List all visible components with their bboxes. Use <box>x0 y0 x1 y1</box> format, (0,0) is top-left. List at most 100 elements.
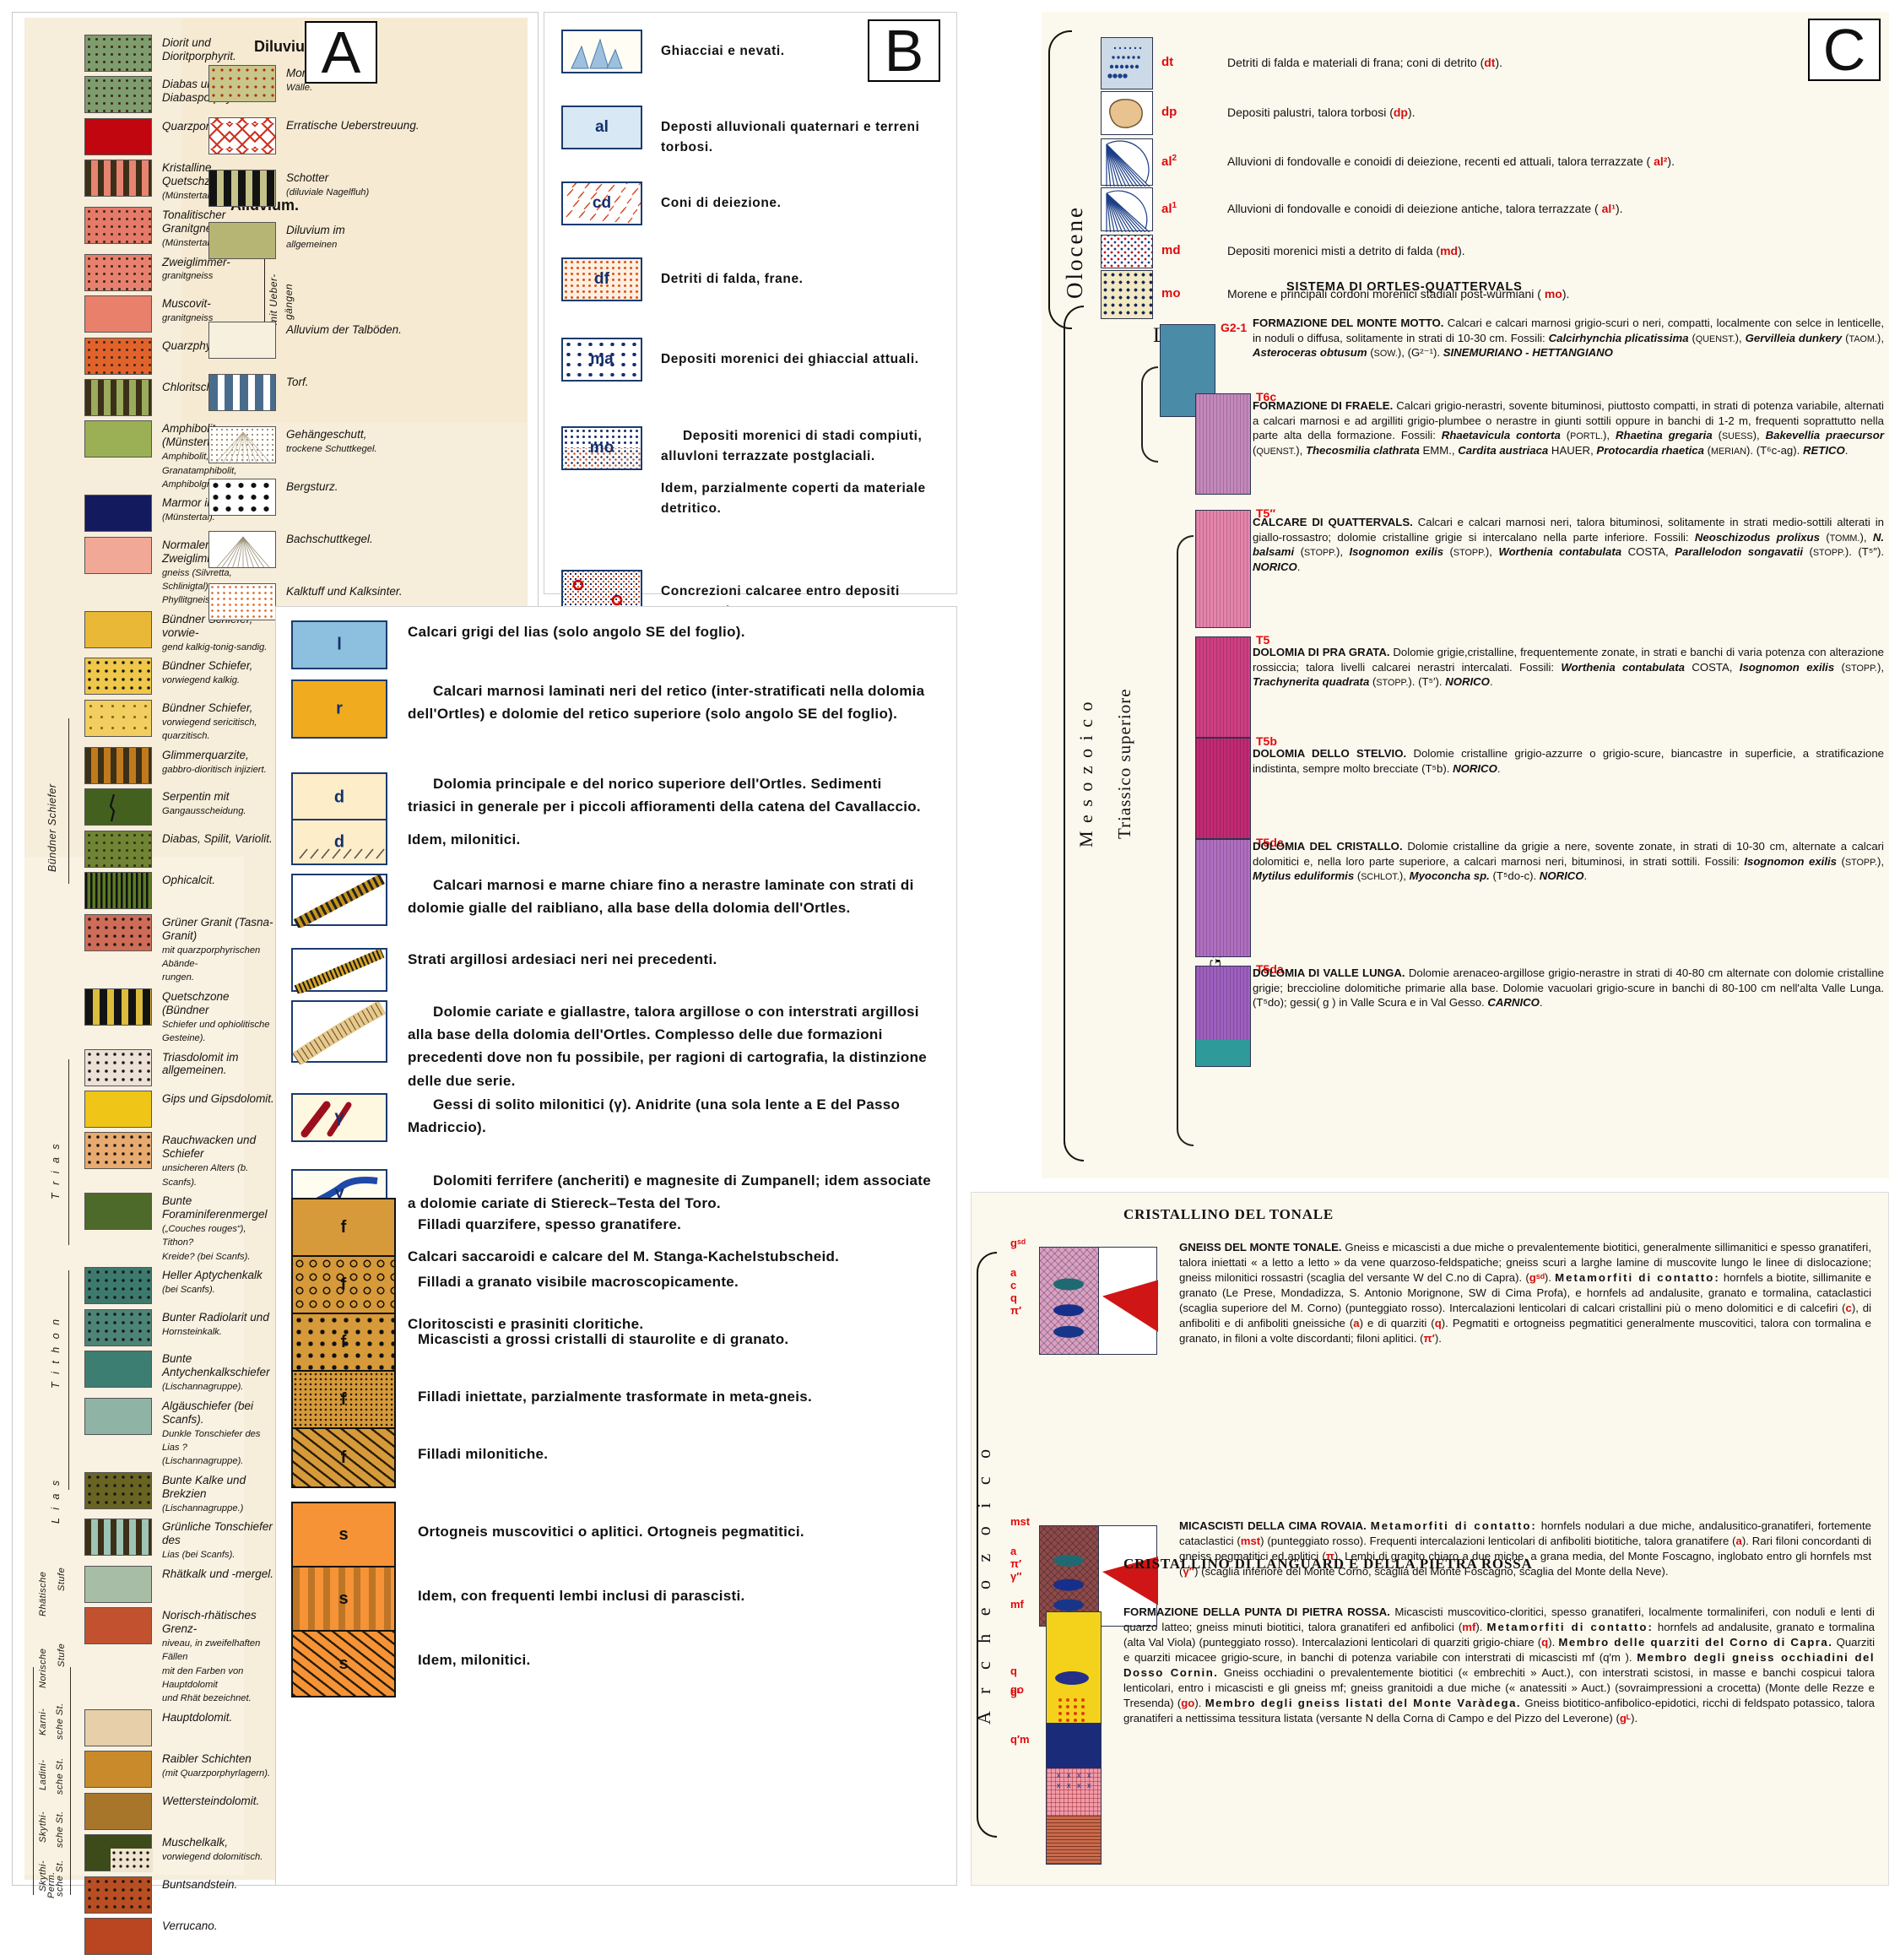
legend-item-b: df Detriti di falda, frane. <box>561 257 950 301</box>
legend-item-a-right-row: Torf. <box>208 374 479 411</box>
legend-item-b2: y Dolomiti ferrifere (ancheriti) e magnes… <box>291 1169 950 1218</box>
crystalline-codes: gˢᵈ a c q π′ <box>1010 1237 1039 1317</box>
olocene-code: md <box>1161 243 1181 257</box>
heading-sistema: SISTEMA DI ORTLES-QUATTERVALS <box>1286 280 1523 294</box>
olocene-label: Depositi palustri, talora torbosi (dp). <box>1227 106 1416 119</box>
legend-item-a-right-swatch <box>208 117 276 154</box>
legend-item-a-right-label: Diluvium im allgemeinen <box>286 224 345 250</box>
meso-entry: CALCARE DI QUATTERVALS. Calcari e calcar… <box>1253 515 1884 574</box>
legend-item-a-left-swatch <box>84 988 152 1026</box>
legend-item-a-left-label: Raibler Schichten (mit Quarzporphyrlagern… <box>162 1752 271 1779</box>
legend-item-a-left-row: Grünliche Tonschiefer des Lias (bei Scanf… <box>84 1519 279 1561</box>
legend-item-a-left-swatch <box>84 1751 152 1789</box>
legend-item-a-left-swatch <box>84 788 152 826</box>
legend-item-a-left-row: Diorit und Dioritporphyrit. <box>84 35 279 72</box>
languard-sub3-body: Gneiss biotitico-anfibolico-epidotici, r… <box>1123 1696 1876 1724</box>
meso-body: Dolomie arenaceo-argillose grigio-nerast… <box>1253 966 1884 1010</box>
legend-label-b2: Calcari saccaroidi e calcare del M. Stan… <box>408 1248 840 1264</box>
legend-item-a-left-swatch <box>84 1267 152 1305</box>
legend-swatch-b: mo <box>561 426 642 470</box>
legend-item-a-left-label: Bündner Schiefer, vorwiegend sericitisch,… <box>162 701 257 742</box>
panel-a-right-column: Moränen.Wälle. Erratische Ueberstreuung. S… <box>208 65 479 636</box>
legend-item-a-left-row: Grüner Granit (Tasna-Granit) mit quarzpor… <box>84 913 279 984</box>
group-label-rhaetische-stufe: Stufe <box>57 1567 67 1591</box>
legend-swatch-b2 <box>291 948 387 994</box>
languard-code: q <box>1010 1665 1017 1677</box>
legend-item-a-left-swatch <box>84 830 152 868</box>
legend-item-a-left-swatch <box>84 1090 152 1128</box>
era-label-mesozoico: M e s o z o i c o <box>1075 700 1096 847</box>
legend-item-a-right-row: Erratische Ueberstreuung. <box>208 117 479 154</box>
crystalline-body: Metamorfiti di contatto: hornfels nodula… <box>1179 1519 1871 1578</box>
meso-code: G2-1 <box>1221 321 1248 334</box>
ortogneis-code: s <box>338 1654 349 1673</box>
legend-item-a-left-row: Muschelkalk, vorwiegend dolomitisch. <box>84 1834 279 1873</box>
meso-body: Calcari e calcari marnosi neri, talora b… <box>1253 516 1885 573</box>
legend-item-a-left-label: Bunte Foraminiferenmergel („Couches rouge… <box>162 1194 268 1262</box>
languard-body: Micascisti muscovitico-cloritici, spesso… <box>1123 1605 1875 1649</box>
legend-item-a-right-label: Torf. <box>286 376 309 388</box>
legend-item-a-left-swatch <box>84 1048 152 1086</box>
legend-item-a-left-swatch <box>84 337 152 375</box>
panel-a: A Diorit und Dioritporphyrit. Diabas und … <box>12 12 539 1956</box>
svg-text:x: x <box>1067 1771 1071 1779</box>
legend-item-a-right-swatch <box>208 479 276 516</box>
legend-item-a-left-swatch <box>84 1876 152 1914</box>
legend-item-a-right-label: Alluvium der Talböden. <box>286 323 402 336</box>
crystalline-code: π′ <box>1010 1304 1022 1317</box>
group-label-lias: L i a s <box>50 1477 62 1524</box>
meso-code: T5da <box>1256 962 1284 976</box>
meso-body: Dolomie cristalline grigio-azzurre o gri… <box>1253 747 1884 775</box>
legend-item-a-right-row: Moränen.Wälle. <box>208 65 479 102</box>
languard-sub2-body: Gneiss occhiadini o prevalentemente biot… <box>1123 1665 1875 1709</box>
legend-item-a-left-row: Quarzporphyr. <box>84 117 279 155</box>
meso-body: Dolomie cristalline da grigie a nere, so… <box>1253 840 1885 883</box>
legend-item-a-left-row: Norisch-rhätisches Grenz-niveau, in zwei… <box>84 1607 279 1704</box>
legend-swatch-b <box>561 30 642 73</box>
languard-codes: mf q q′m go gᴸ <box>1010 1598 1044 1746</box>
legend-item-a-left-label: Algäuschiefer (bei Scanfs). Dunkle Tonsch… <box>162 1399 261 1467</box>
legend-item-a-left-row: Bunter Radiolarit und Hornsteinkalk. <box>84 1308 279 1346</box>
filladi-code: f <box>340 1217 347 1237</box>
legend-item-a-right-row: Diluvium im allgemeinen <box>208 222 479 259</box>
legend-item-a-left-row: Triasdolomit im allgemeinen. <box>84 1048 279 1086</box>
legend-label-b2: Dolomia principale e del norico superior… <box>408 776 921 848</box>
legend-code-b2: γ <box>334 1107 344 1127</box>
legend-swatch-b2: γ <box>291 1093 387 1142</box>
filladi-code: f <box>340 1389 347 1409</box>
crystalline-code: mst <box>1010 1515 1031 1528</box>
legend-code-b: df <box>594 270 609 288</box>
legend-item-a-left-row: Serpentin mit Gangausscheidung. <box>84 788 279 826</box>
legend-item-a-left-label: Bunte Antychenkalkschiefer (Lischannagrup… <box>162 1352 270 1393</box>
legend-item-a-left-label: Bunte Kalke und Brekzien (Lischannagruppe… <box>162 1473 246 1513</box>
legend-item-a-left-label: Wettersteindolomit. <box>162 1794 260 1807</box>
legend-item-b2: l Calcari grigi del lias (solo angolo SE … <box>291 620 950 669</box>
meso-code: T5″ <box>1256 506 1276 520</box>
legend-item-b: Ghiacciai e nevati. <box>561 30 950 73</box>
olocene-swatch <box>1101 270 1153 319</box>
legend-item-a-left-swatch <box>84 913 152 951</box>
crystalline-title: GNEISS DEL MONTE TONALE. <box>1179 1241 1342 1253</box>
group-label-buendner-schiefer: Bündner Schiefer <box>46 783 58 872</box>
meso-title: DOLOMIA DI VALLE LUNGA. <box>1253 966 1405 979</box>
legend-swatch-b2 <box>291 874 387 928</box>
panel-b: B Ghiacciai e nevati. al Deposti alluviona… <box>544 12 957 619</box>
legend-label-b: Depositi morenici dei ghiaccial attuali. <box>661 352 919 366</box>
legend-item-a-left-label: Quetschzone (Bündner Schiefer und ophioli… <box>162 989 270 1043</box>
legend-item-a-left-label: Quarzphyllit <box>162 338 223 352</box>
legend-item-a-left-swatch <box>84 658 152 696</box>
legend-item-a-left-label: Muscovit-granitgneiss <box>162 297 214 323</box>
legend-item-a-left-row: Algäuschiefer (bei Scanfs). Dunkle Tonsch… <box>84 1397 279 1468</box>
svg-text:x: x <box>1067 1781 1071 1789</box>
group-label-trias: T r i a s <box>50 1141 62 1199</box>
meso-entry: DOLOMIA DEL CRISTALLO. Dolomie cristalli… <box>1253 839 1884 884</box>
filladi-column: f f f f f <box>291 1198 396 1488</box>
crystalline-code: γ″ <box>1010 1570 1022 1583</box>
olocene-code: dt <box>1161 55 1174 69</box>
legend-item-a-left-label: Buntsandstein. <box>162 1877 238 1891</box>
legend-item-a-left-row: Wettersteindolomit. <box>84 1792 279 1830</box>
svg-text:x: x <box>1077 1781 1081 1789</box>
legend-item-b2: d d Dolomia principale e del norico superi… <box>291 772 950 865</box>
meso-swatch <box>1195 738 1251 839</box>
